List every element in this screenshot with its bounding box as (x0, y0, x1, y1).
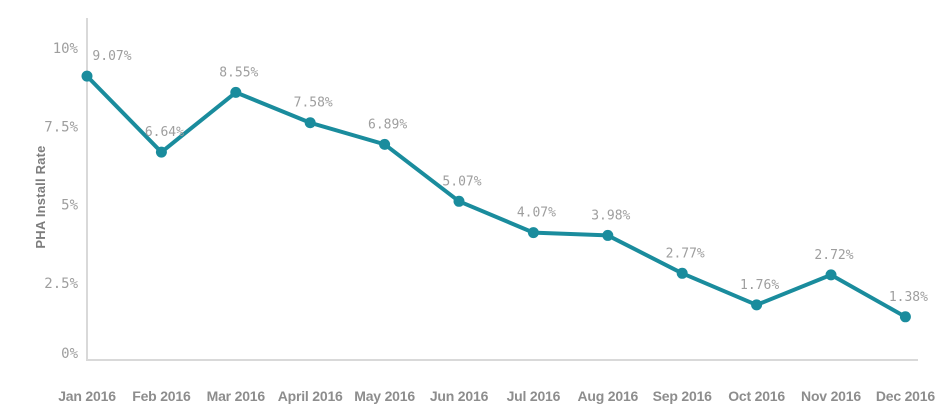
x-tick-label: April 2016 (278, 388, 343, 404)
y-tick-label: 7.5% (44, 119, 78, 135)
data-point-label: 6.64% (145, 125, 184, 140)
y-tick-label: 0% (61, 346, 78, 362)
data-point (751, 299, 763, 311)
data-point (825, 269, 837, 281)
data-point-label: 4.07% (517, 206, 556, 221)
data-point (453, 195, 465, 207)
x-tick-label: Aug 2016 (577, 388, 638, 404)
data-point-label: 6.89% (368, 117, 407, 132)
x-tick-label: Nov 2016 (801, 388, 861, 404)
x-tick-label: Jun 2016 (430, 388, 489, 404)
data-point-label: 2.77% (666, 246, 705, 261)
y-axis-title: PHA Install Rate (33, 145, 48, 248)
data-point-label: 3.98% (591, 208, 630, 223)
data-point (602, 229, 614, 241)
x-tick-label: Oct 2016 (728, 388, 785, 404)
series-line (85, 74, 908, 319)
data-point-label: 1.38% (889, 290, 928, 305)
x-tick-label: Jul 2016 (507, 388, 561, 404)
data-point-label: 2.72% (814, 248, 853, 263)
data-point (304, 117, 316, 129)
data-point (230, 86, 242, 98)
y-tick-label: 10% (53, 41, 79, 57)
y-tick-label: 2.5% (44, 276, 78, 292)
data-point (155, 146, 167, 158)
data-point-label: 8.55% (219, 65, 258, 80)
data-point-label: 7.58% (294, 96, 333, 111)
x-tick-label: Feb 2016 (132, 388, 191, 404)
data-point (899, 311, 911, 323)
x-tick-label: Mar 2016 (207, 388, 266, 404)
data-point (379, 138, 391, 150)
data-point (81, 70, 93, 82)
data-point (527, 227, 539, 239)
x-tick-label: Sep 2016 (653, 388, 713, 404)
data-point-label: 9.07% (92, 49, 131, 64)
y-tick-label: 5% (61, 198, 78, 214)
x-tick-label: Jan 2016 (58, 388, 116, 404)
x-tick-label: May 2016 (354, 388, 415, 404)
data-point-label: 1.76% (740, 278, 779, 293)
data-point-label: 5.07% (442, 174, 481, 189)
x-tick-label: Dec 2016 (876, 388, 936, 404)
data-point (676, 267, 688, 279)
